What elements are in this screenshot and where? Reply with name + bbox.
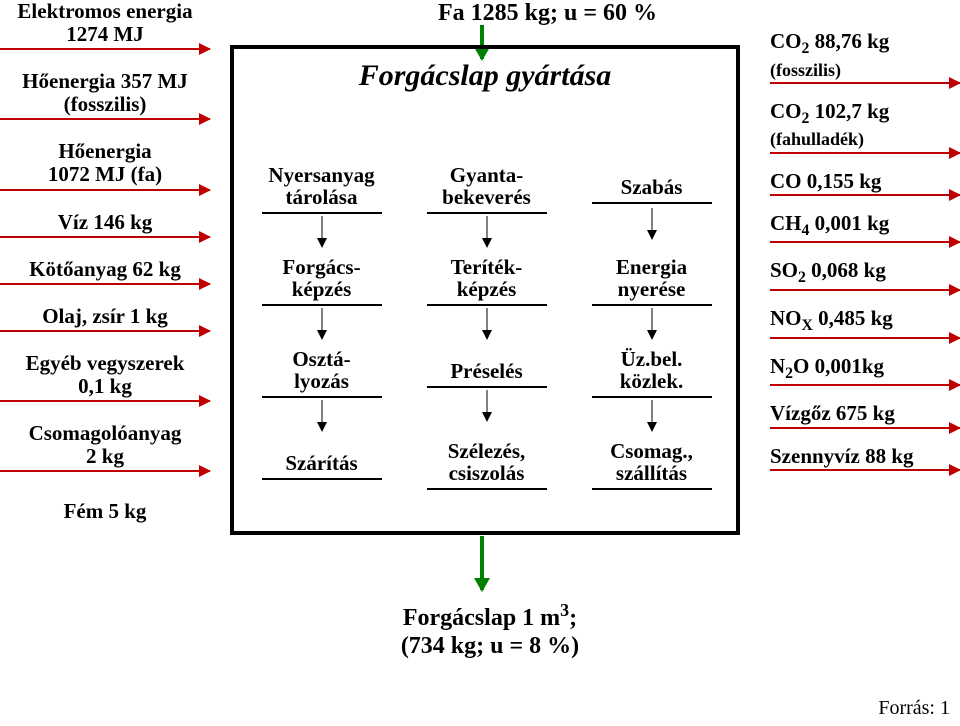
cell-0-2: Szabás xyxy=(574,176,729,204)
output-8: Szennyvíz 88 kg xyxy=(770,445,960,471)
cell-3-2: Csomag.,szállítás xyxy=(574,440,729,490)
input-arrow-icon xyxy=(0,48,210,50)
outputs-column: CO2 88,76 kg(fosszilis) CO2 102,7 kg(fah… xyxy=(770,30,960,487)
input-5: Olaj, zsír 1 kg xyxy=(0,305,210,332)
output-arrow-icon xyxy=(770,384,960,386)
cell-2-0: Osztá-lyozás xyxy=(244,348,399,398)
output-2: CO 0,155 kg xyxy=(770,170,960,196)
output-arrow-icon xyxy=(770,469,960,471)
input-arrow-icon xyxy=(0,283,210,285)
output-6: N2O 0,001kg xyxy=(770,355,960,387)
input-arrow-icon xyxy=(0,118,210,120)
input-arrow-icon xyxy=(0,470,210,472)
cell-1-1: Teríték-képzés xyxy=(409,256,564,306)
input-arrow-icon xyxy=(0,189,210,191)
process-grid: Nyersanyagtárolása Gyanta-bekeverés Szab… xyxy=(244,164,726,521)
cell-2-2: Üz.bel.közlek. xyxy=(574,348,729,398)
down-arrow-icon xyxy=(480,390,494,422)
output-5: NOX 0,485 kg xyxy=(770,307,960,339)
output-4: SO2 0,068 kg xyxy=(770,259,960,291)
output-arrow-icon xyxy=(770,194,960,196)
input-6: Egyéb vegyszerek0,1 kg xyxy=(0,352,210,402)
cell-3-1: Szélezés,csiszolás xyxy=(409,440,564,490)
output-arrow-icon xyxy=(770,241,960,243)
down-arrow-icon xyxy=(645,208,659,240)
output-arrow-icon xyxy=(770,289,960,291)
input-arrow-icon xyxy=(0,330,210,332)
bottom-output-arrow xyxy=(480,536,484,590)
cell-1-0: Forgács-képzés xyxy=(244,256,399,306)
down-arrow-icon xyxy=(480,308,494,340)
input-7: Csomagolóanyag2 kg xyxy=(0,422,210,472)
bottom-output-label: Forgácslap 1 m3;(734 kg; u = 8 %) xyxy=(310,600,670,660)
input-8: Fém 5 kg xyxy=(0,500,210,523)
output-arrow-icon xyxy=(770,337,960,339)
down-arrow-icon xyxy=(315,216,329,248)
down-arrow-icon xyxy=(315,400,329,432)
output-arrow-icon xyxy=(770,427,960,429)
input-arrow-icon xyxy=(0,400,210,402)
input-2: Hőenergia1072 MJ (fa) xyxy=(0,140,210,190)
cell-2-1: Préselés xyxy=(409,360,564,388)
output-0: CO2 88,76 kg(fosszilis) xyxy=(770,30,960,84)
inputs-column: Elektromos energia1274 MJ Hőenergia 357 … xyxy=(0,0,210,543)
cell-3-0: Szárítás xyxy=(244,452,399,480)
top-input-label: Fa 1285 kg; u = 60 % xyxy=(438,0,657,27)
down-arrow-icon xyxy=(645,308,659,340)
cell-0-0: Nyersanyagtárolása xyxy=(244,164,399,214)
down-arrow-icon xyxy=(480,216,494,248)
output-arrow-icon xyxy=(770,82,960,84)
output-3: CH4 0,001 kg xyxy=(770,212,960,244)
input-3: Víz 146 kg xyxy=(0,211,210,238)
diagram-root: Fa 1285 kg; u = 60 % Elektromos energia1… xyxy=(0,0,960,726)
output-1: CO2 102,7 kg(fahulladék) xyxy=(770,100,960,154)
output-arrow-icon xyxy=(770,152,960,154)
down-arrow-icon xyxy=(315,308,329,340)
output-7: Vízgőz 675 kg xyxy=(770,402,960,428)
process-title: Forgácslap gyártása xyxy=(234,59,736,93)
cell-1-2: Energianyerése xyxy=(574,256,729,306)
input-arrow-icon xyxy=(0,236,210,238)
input-0: Elektromos energia1274 MJ xyxy=(0,0,210,50)
source-label: Forrás: 1 xyxy=(878,697,950,720)
process-box: Forgácslap gyártása Nyersanyagtárolása G… xyxy=(230,45,740,535)
input-1: Hőenergia 357 MJ(fosszilis) xyxy=(0,70,210,120)
down-arrow-icon xyxy=(645,400,659,432)
input-4: Kötőanyag 62 kg xyxy=(0,258,210,285)
cell-0-1: Gyanta-bekeverés xyxy=(409,164,564,214)
